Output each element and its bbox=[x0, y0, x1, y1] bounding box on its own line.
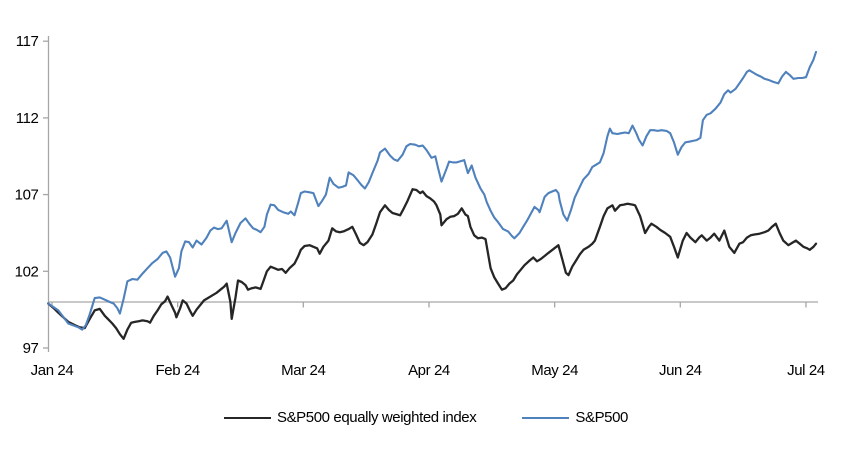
y-tick-label-112: 112 bbox=[16, 110, 39, 127]
x-tick-label-Feb 24: Feb 24 bbox=[156, 362, 200, 379]
x-tick-label-Mar 24: Mar 24 bbox=[281, 362, 325, 379]
legend-label-equal-weight: S&P500 equally weighted index bbox=[276, 409, 477, 426]
x-tick-label-Apr 24: Apr 24 bbox=[408, 362, 450, 379]
y-axis-ticks bbox=[43, 40, 49, 349]
x-axis-tick-labels: Jan 24 Feb 24 Mar 24 Apr 24 May 24 Jun 24 Jul … bbox=[31, 362, 826, 379]
chart-legend: S&P500 equally weighted index S&P500 bbox=[0, 409, 852, 426]
x-tick-label-May 24: May 24 bbox=[531, 362, 578, 379]
y-tick-label-97: 97 bbox=[23, 340, 39, 357]
legend-label-sp500: S&P500 bbox=[575, 409, 629, 426]
y-tick-label-107: 107 bbox=[15, 187, 39, 204]
y-tick-label-117: 117 bbox=[16, 33, 39, 50]
legend-line-swatch-black bbox=[223, 416, 271, 419]
data-series-lines bbox=[47, 50, 818, 340]
legend-item-sp500: S&P500 bbox=[522, 409, 628, 426]
y-tick-label-102: 102 bbox=[15, 263, 39, 280]
series-line-equal-weight bbox=[47, 188, 818, 340]
x-tick-label-Jul 24: Jul 24 bbox=[787, 362, 825, 379]
legend-line-swatch-blue bbox=[522, 416, 570, 419]
x-tick-label-Jun 24: Jun 24 bbox=[659, 362, 702, 379]
x-tick-label-Jan 24: Jan 24 bbox=[31, 362, 74, 379]
legend-item-equal-weight: S&P500 equally weighted index bbox=[223, 409, 477, 426]
series-line-sp500 bbox=[47, 50, 818, 331]
x-axis-ticks bbox=[51, 301, 807, 308]
y-axis-tick-labels: 97 102 107 112 117 bbox=[15, 33, 39, 357]
